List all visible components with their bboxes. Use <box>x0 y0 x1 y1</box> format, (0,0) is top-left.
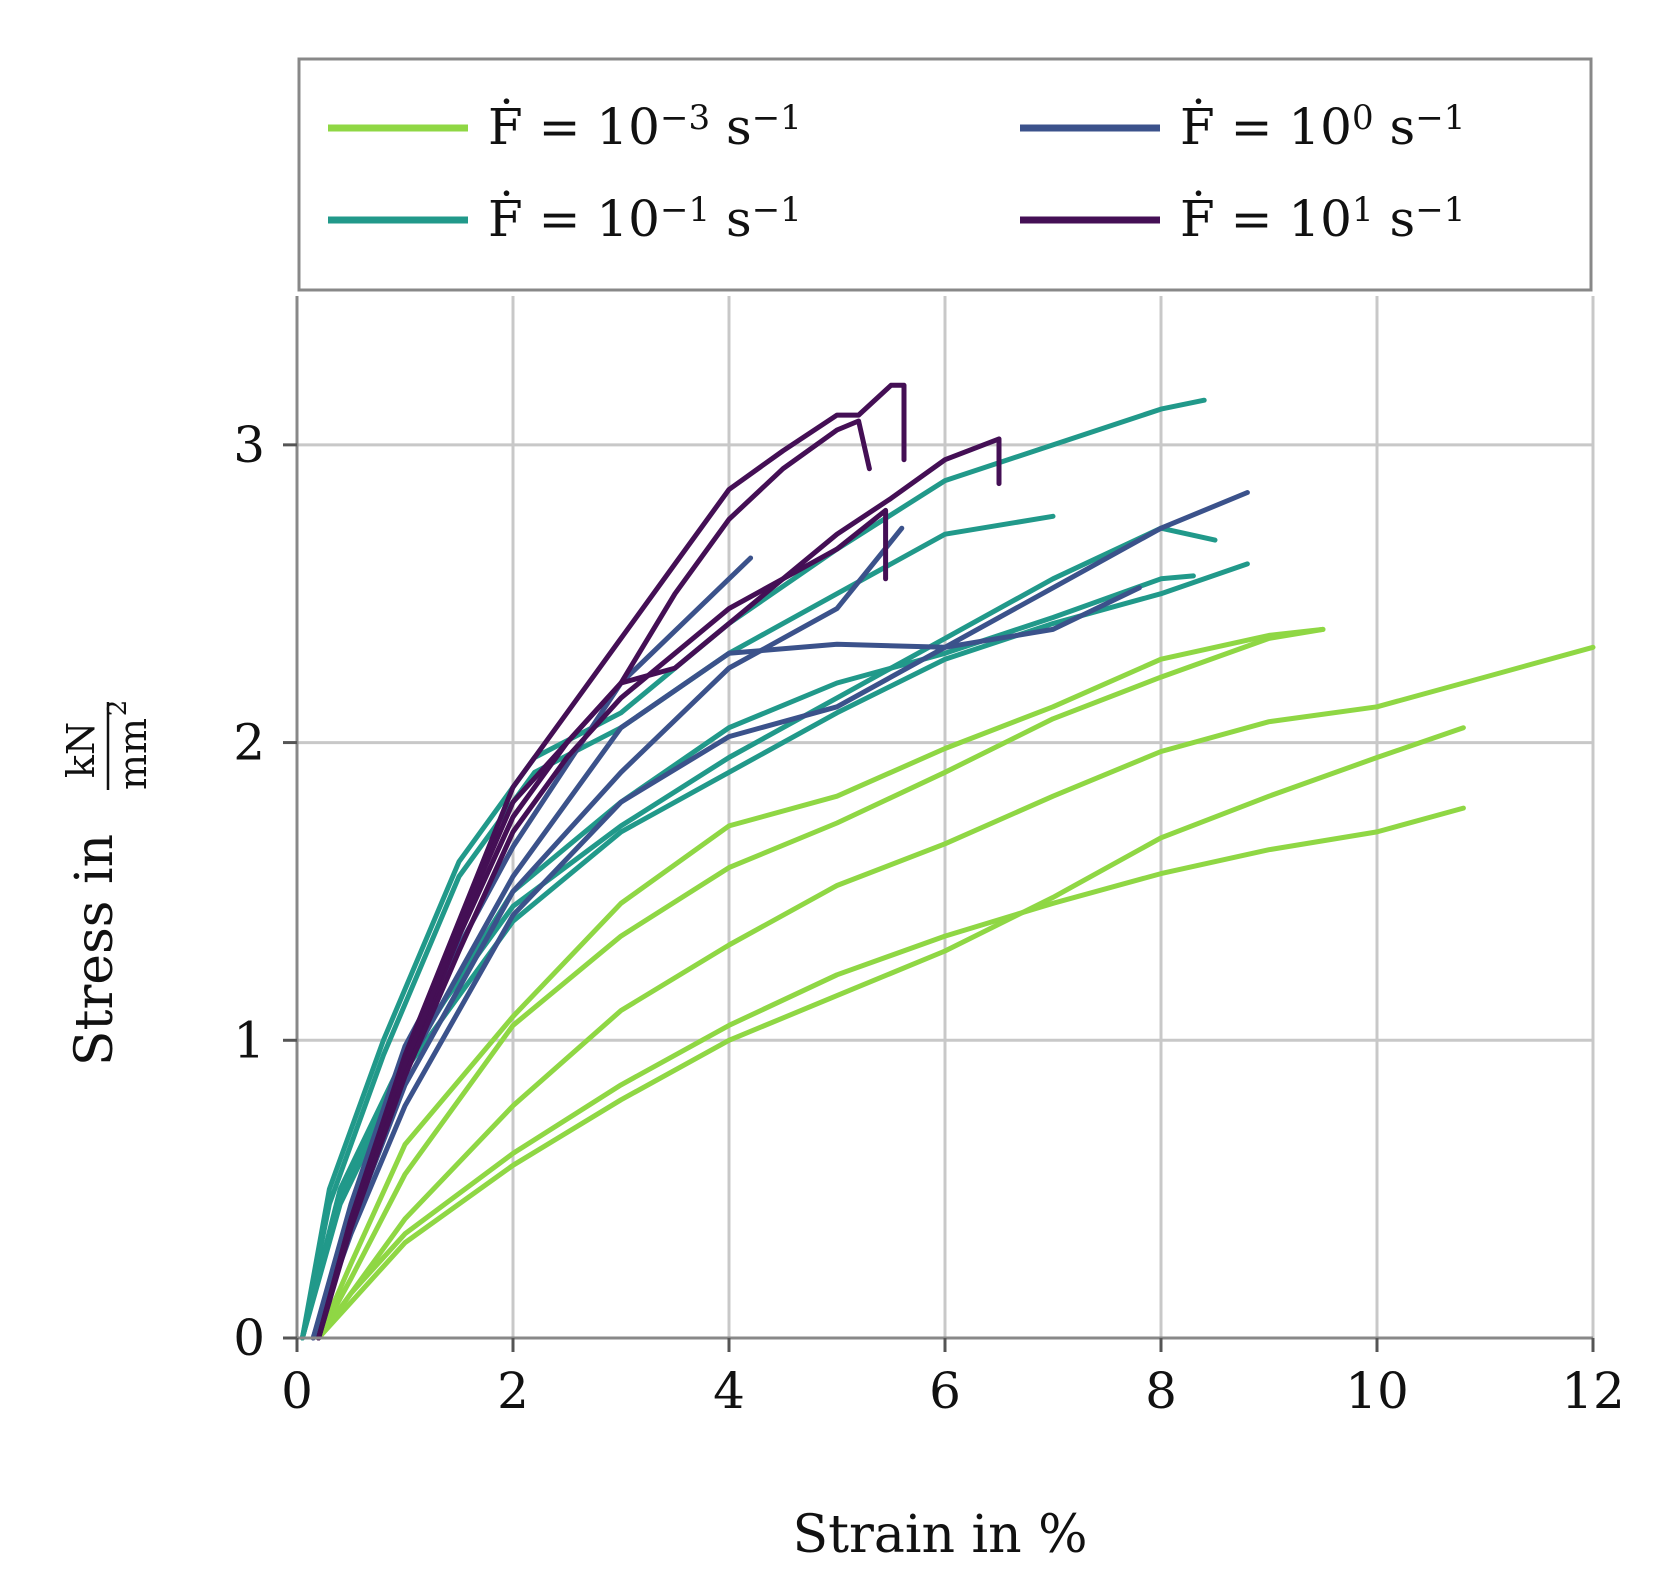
y-tick-label-3: 3 <box>233 416 265 474</box>
y-tick-label-0: 0 <box>233 1309 265 1367</box>
x-tick-label-4: 8 <box>1145 1362 1177 1420</box>
legend: Ḟ = 10−3 s−1 Ḟ = 100 s−1 Ḟ = 10−1 s−1 Ḟ = 1… <box>297 57 1593 292</box>
y-axis-label-unit-den: mm <box>111 718 155 790</box>
series-line-6 <box>310 585 1142 1341</box>
y-axis-label: Stress in kN mm 2 <box>59 700 155 1066</box>
series-line-3 <box>316 626 1326 1341</box>
series-line-17 <box>316 507 889 1341</box>
y-tick-label-2: 2 <box>233 714 265 772</box>
series-line-15 <box>316 418 872 1341</box>
series-line-2 <box>316 644 1596 1341</box>
y-axis-label-prefix: Stress in <box>65 834 125 1066</box>
x-tick-label-3: 6 <box>929 1362 961 1420</box>
series-line-4 <box>316 626 1326 1341</box>
legend-label-1: Ḟ = 100 s−1 <box>1180 97 1465 156</box>
series-line-8 <box>310 525 905 1341</box>
grid <box>297 296 1595 1338</box>
y-tick-label-1: 1 <box>233 1011 265 1069</box>
legend-box <box>297 57 1593 292</box>
series-line-1 <box>316 725 1466 1341</box>
legend-label-0: Ḟ = 10−3 s−1 <box>488 97 802 156</box>
x-tick-label-0: 0 <box>281 1362 313 1420</box>
x-tick-label-6: 12 <box>1561 1362 1625 1420</box>
series-line-0 <box>316 805 1466 1341</box>
legend-label-2: Ḟ = 10−1 s−1 <box>488 189 802 248</box>
series-group <box>299 382 1596 1341</box>
series-line-14 <box>316 382 907 1341</box>
axes <box>283 296 1595 1352</box>
y-axis-label-unit-den-exp: 2 <box>103 700 133 717</box>
series-line-16 <box>316 436 1002 1341</box>
series-line-9 <box>299 397 1207 1341</box>
y-axis-label-unit-num: kN <box>59 722 103 778</box>
series-line-13 <box>299 573 1196 1341</box>
x-tick-label-2: 4 <box>713 1362 745 1420</box>
x-tick-label-5: 10 <box>1345 1362 1409 1420</box>
series-line-11 <box>299 525 1218 1341</box>
series-line-12 <box>299 561 1250 1341</box>
x-axis-label: Strain in % <box>792 1505 1087 1565</box>
x-tick-label-1: 2 <box>497 1362 529 1420</box>
series-line-5 <box>310 490 1250 1341</box>
legend-label-3: Ḟ = 101 s−1 <box>1180 189 1465 248</box>
